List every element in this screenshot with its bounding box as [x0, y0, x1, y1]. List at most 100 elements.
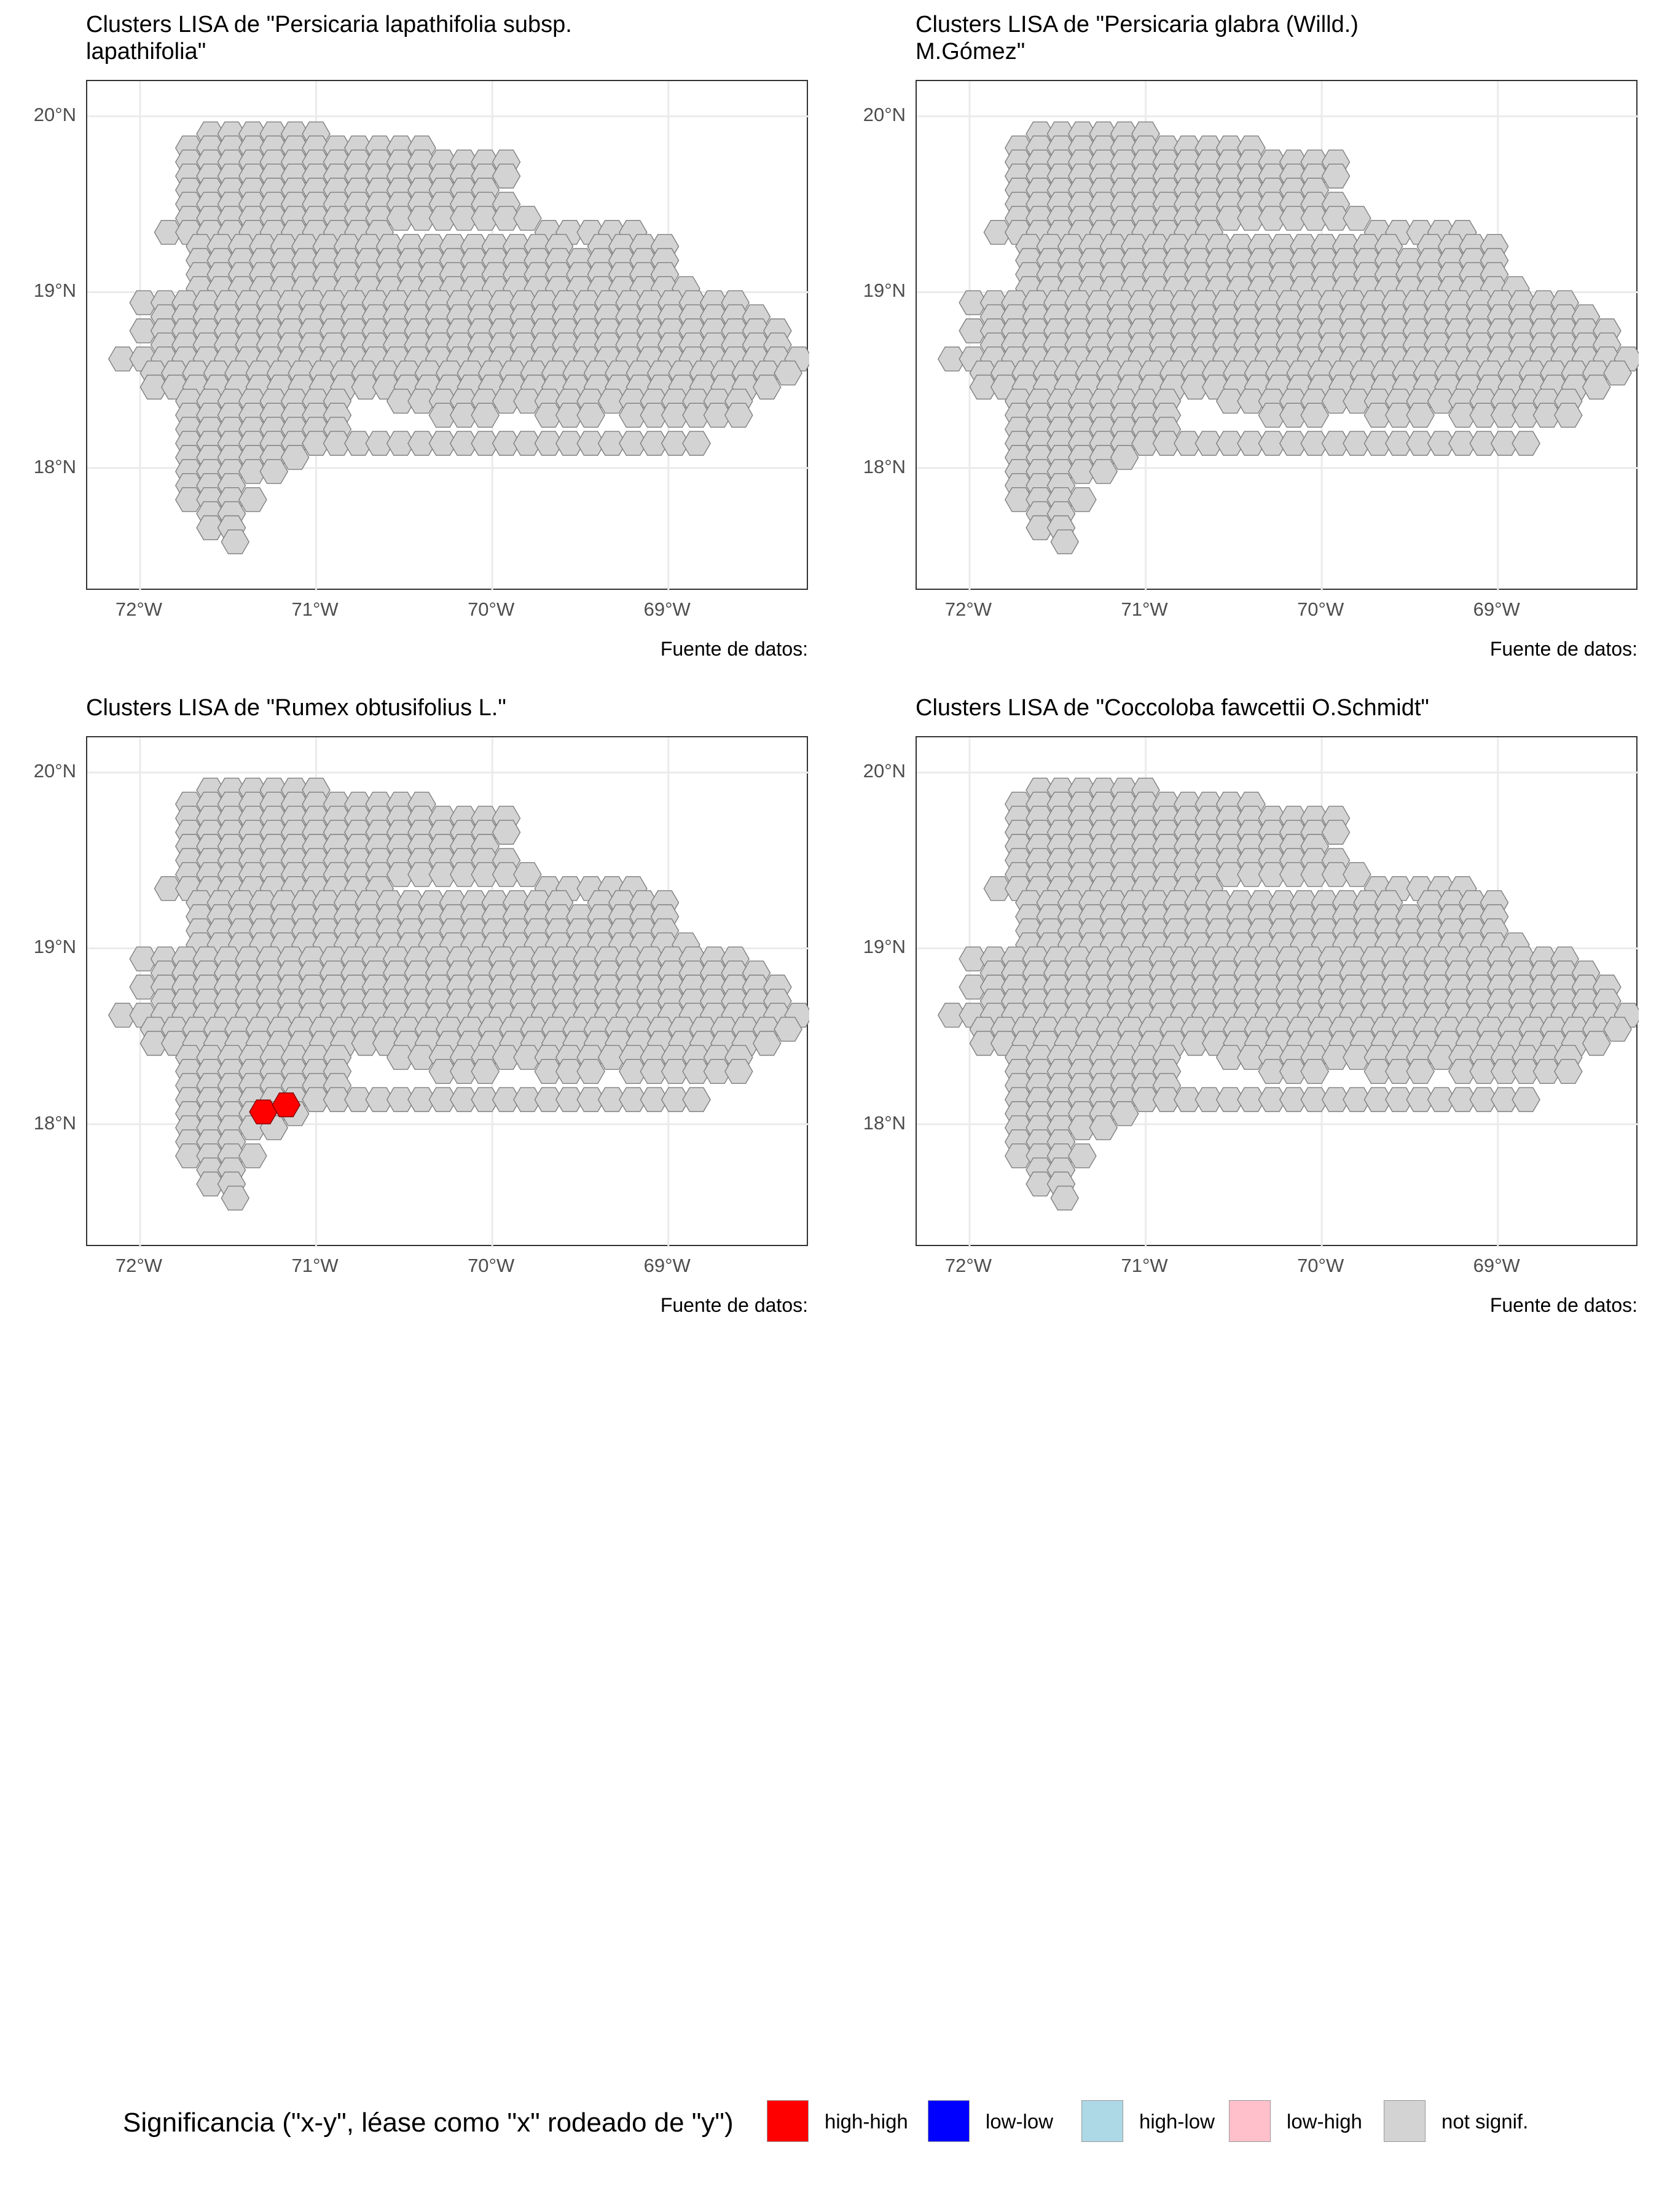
hex-cell: [492, 1087, 521, 1112]
hex-cell: [449, 402, 479, 428]
legend-title: Significancia ("x-y", léase como "x" rod…: [123, 2108, 734, 2138]
map-panel-1: Clusters LISA de "Persicaria lapathifoli…: [0, 0, 830, 670]
hex-cell: [428, 1059, 458, 1084]
hex-cell: [1532, 1059, 1562, 1084]
hex-cell: [1258, 862, 1287, 887]
hex-cell: [449, 862, 479, 887]
x-tick-label: 70°W: [468, 598, 515, 620]
hex-cell: [1215, 431, 1245, 456]
hex-cell: [1215, 388, 1245, 414]
hex-cell: [492, 1045, 521, 1070]
hex-cell: [1110, 1101, 1139, 1126]
hex-cell: [1110, 445, 1139, 470]
hex-cell: [492, 163, 521, 189]
hex-cell: [774, 360, 802, 386]
legend-label: not signif.: [1441, 2110, 1529, 2133]
hex-cell: [1343, 431, 1371, 456]
hex-cell: [129, 290, 159, 315]
hex-cell: [175, 487, 204, 512]
hex-cell: [471, 1059, 500, 1084]
x-tick-label: 69°W: [643, 598, 691, 620]
x-tick-label: 71°W: [1121, 1255, 1168, 1276]
hex-cell: [1215, 1087, 1245, 1112]
hex-cell: [597, 431, 627, 456]
y-tick-label: 18°N: [33, 455, 76, 477]
hex-cell: [959, 946, 988, 971]
hex-cell: [1532, 402, 1562, 428]
hex-cell: [937, 1003, 967, 1028]
hex-cell: [323, 1087, 352, 1112]
hex-cell: [1490, 431, 1520, 456]
hex-cell: [1343, 1045, 1371, 1070]
y-tick-label: 19°N: [33, 280, 76, 302]
hex-cell: [1131, 1087, 1160, 1112]
hex-cell: [1279, 1087, 1308, 1112]
hex-cell: [1363, 431, 1393, 456]
hex-cell: [597, 1087, 627, 1112]
legend-label: low-low: [986, 2110, 1054, 2133]
hex-cell: [1004, 487, 1033, 512]
hex-cell: [386, 1087, 415, 1112]
hex-cell: [576, 431, 605, 456]
hex-cell: [365, 431, 394, 456]
hex-cell: [1427, 388, 1456, 414]
hex-cell: [1300, 1087, 1330, 1112]
x-tick-label: 72°W: [944, 1255, 992, 1276]
hex-cell: [238, 1143, 267, 1169]
hex-cell: [682, 1059, 711, 1084]
hex-cell: [1406, 1059, 1435, 1084]
hex-cell: [1603, 360, 1632, 386]
hex-cell: [703, 402, 732, 428]
map-plot-area: [86, 736, 809, 1247]
hex-cell: [555, 1087, 584, 1112]
hex-map: [87, 737, 809, 1247]
legend: Significancia ("x-y", léase como "x" rod…: [0, 2095, 1659, 2151]
hex-cell: [640, 1059, 669, 1084]
hex-cell: [1363, 1059, 1393, 1084]
y-tick-label: 19°N: [863, 936, 906, 958]
hex-cell: [1300, 862, 1330, 887]
y-tick-label: 19°N: [33, 936, 76, 958]
hex-cell: [640, 1087, 669, 1112]
hex-cell: [280, 445, 310, 470]
legend-key-high-high: [767, 2100, 809, 2142]
hex-cell: [1174, 1087, 1202, 1112]
hex-cell: [1258, 402, 1287, 428]
hex-cell: [129, 975, 159, 1000]
hex-cell: [154, 219, 183, 245]
hex-cell: [1237, 431, 1266, 456]
hex-cell: [428, 206, 458, 231]
hex-cell: [983, 219, 1013, 245]
y-tick-label: 20°N: [33, 104, 76, 126]
hex-cell: [196, 515, 225, 541]
hex-cell: [555, 402, 584, 428]
hex-cell: [724, 1059, 753, 1084]
hex-cell: [1321, 1045, 1351, 1070]
hex-cell: [983, 876, 1013, 901]
hex-cell: [175, 1143, 204, 1169]
hex-cell: [492, 388, 521, 414]
map-panel-3: Clusters LISA de "Rumex obtusifolius L."…: [0, 670, 830, 1339]
hex-cell: [534, 402, 563, 428]
hex-cell: [238, 487, 267, 512]
hex-map: [87, 81, 809, 591]
hex-cell: [1174, 431, 1202, 456]
y-tick-label: 20°N: [33, 760, 76, 782]
hex-cell: [1448, 1059, 1477, 1084]
hex-cell: [1490, 1087, 1520, 1112]
hex-cell: [752, 374, 782, 400]
hex-cell: [386, 1045, 415, 1070]
hex-cell: [1279, 402, 1308, 428]
hex-map: [917, 81, 1639, 591]
hex-cell: [492, 862, 521, 887]
hex-cell: [386, 388, 415, 414]
hex-cell: [1321, 1087, 1351, 1112]
hex-cell: [139, 1030, 169, 1056]
hex-cell: [1279, 206, 1308, 231]
hex-cell: [386, 431, 415, 456]
hex-cell: [661, 402, 690, 428]
legend-key-not-signif-: [1384, 2100, 1426, 2142]
x-tick-label: 72°W: [115, 598, 163, 620]
hex-cell: [302, 1087, 331, 1112]
hex-cell: [1406, 431, 1435, 456]
